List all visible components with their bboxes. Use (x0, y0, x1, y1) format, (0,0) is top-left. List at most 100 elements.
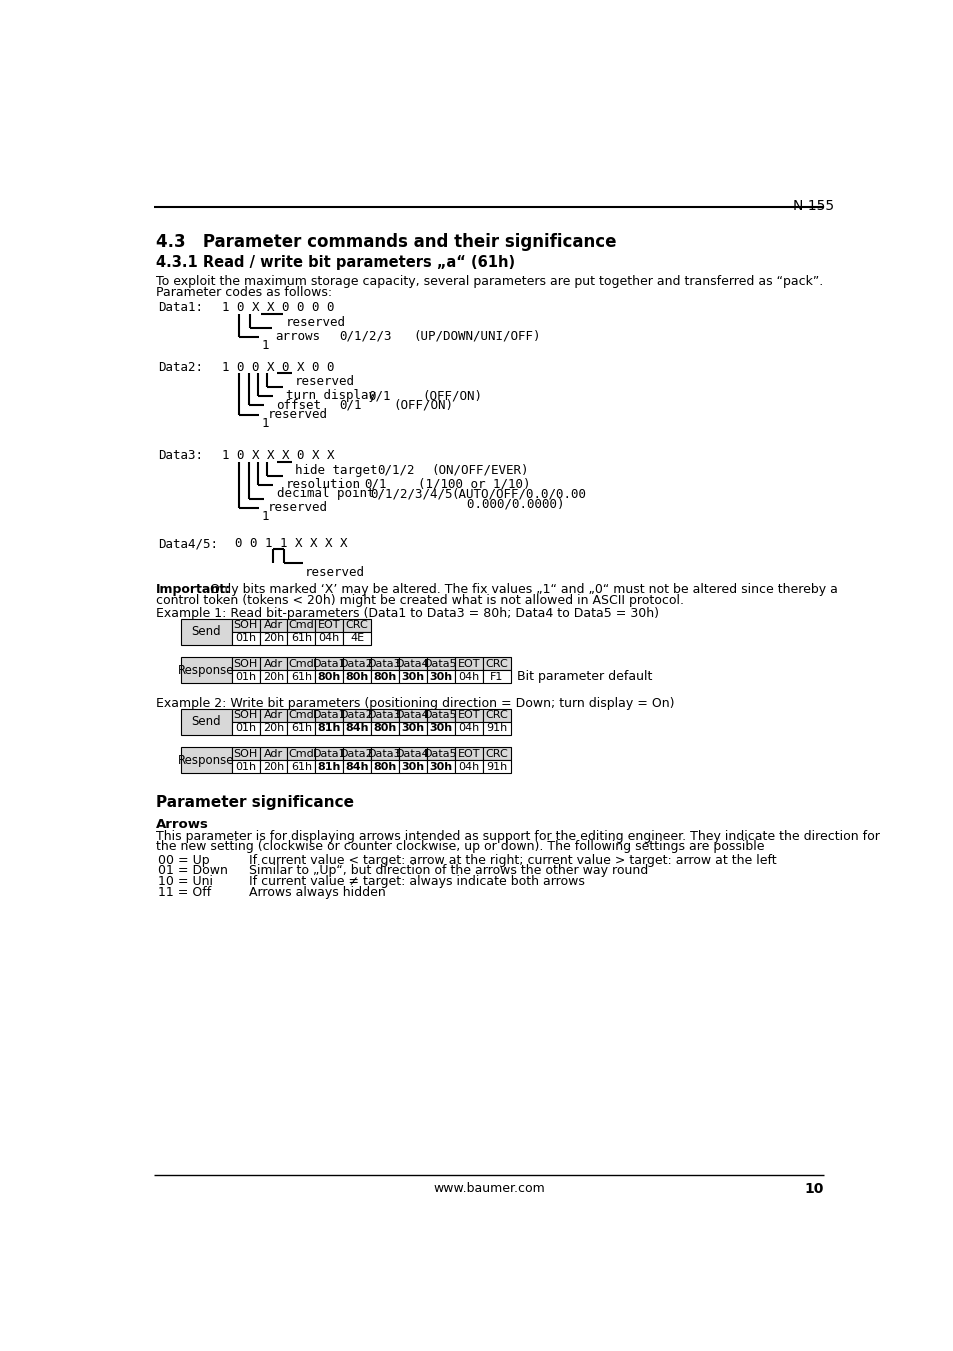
Text: Example 2: Write bit parameters (positioning direction = Down; turn display = On: Example 2: Write bit parameters (positio… (155, 697, 674, 711)
Text: the new setting (clockwise or counter clockwise, up or down). The following sett: the new setting (clockwise or counter cl… (155, 840, 763, 852)
Bar (259, 619, 287, 632)
Bar (482, 761, 510, 774)
Bar (398, 747, 427, 761)
Bar (455, 721, 482, 735)
Bar (482, 747, 510, 761)
Text: (1/100 or 1/10): (1/100 or 1/10) (418, 478, 530, 490)
Text: Data3: Data3 (368, 711, 401, 720)
Text: Data5: Data5 (424, 748, 457, 759)
Bar (427, 747, 455, 761)
Text: 84h: 84h (345, 762, 369, 771)
Text: resolution: resolution (286, 478, 360, 490)
Text: Cmd: Cmd (288, 620, 314, 631)
Text: 0/1: 0/1 (339, 399, 361, 412)
Bar (455, 709, 482, 721)
Bar (343, 747, 371, 761)
Bar (232, 709, 259, 721)
Text: 10 = Uni: 10 = Uni (158, 875, 213, 888)
Text: reserved: reserved (267, 501, 327, 513)
Bar (315, 670, 343, 684)
Text: (OFF/ON): (OFF/ON) (394, 399, 453, 412)
Text: 0/1/2/3: 0/1/2/3 (339, 330, 392, 343)
Bar (398, 721, 427, 735)
Bar (482, 670, 510, 684)
Text: 0.000/0.0000): 0.000/0.0000) (452, 497, 563, 511)
Text: 84h: 84h (345, 723, 369, 734)
Text: 20h: 20h (263, 634, 284, 643)
Text: If current value < target: arrow at the right; current value > target: arrow at : If current value < target: arrow at the … (249, 854, 777, 866)
Text: 11 = Off: 11 = Off (158, 886, 211, 898)
Bar (427, 761, 455, 774)
Text: Adr: Adr (264, 659, 283, 669)
Text: 01h: 01h (234, 634, 255, 643)
Text: Only bits marked ‘X’ may be altered. The fix values „1“ and „0“ must not be alte: Only bits marked ‘X’ may be altered. The… (206, 584, 837, 596)
Text: 4.3   Parameter commands and their significance: 4.3 Parameter commands and their signifi… (155, 232, 616, 251)
Text: 30h: 30h (401, 762, 424, 771)
Bar (259, 670, 287, 684)
Text: CRC: CRC (485, 748, 508, 759)
Bar (232, 657, 259, 670)
Bar (343, 619, 371, 632)
Text: SOH: SOH (233, 620, 257, 631)
Bar (287, 709, 315, 721)
Bar (181, 657, 232, 684)
Text: To exploit the maximum storage capacity, several parameters are put together and: To exploit the maximum storage capacity,… (155, 276, 822, 288)
Bar (343, 632, 371, 644)
Bar (455, 657, 482, 670)
Text: 0/1: 0/1 (368, 389, 390, 403)
Bar (287, 721, 315, 735)
Bar (315, 709, 343, 721)
Text: 61h: 61h (291, 634, 312, 643)
Text: Data4: Data4 (395, 711, 430, 720)
Text: 04h: 04h (457, 671, 479, 682)
Bar (455, 747, 482, 761)
Text: 30h: 30h (401, 671, 424, 682)
Bar (343, 657, 371, 670)
Bar (315, 632, 343, 644)
Text: EOT: EOT (317, 620, 340, 631)
Text: 04h: 04h (318, 634, 339, 643)
Text: Arrows: Arrows (155, 819, 209, 831)
Text: Cmd: Cmd (288, 748, 314, 759)
Text: Data3:: Data3: (158, 450, 203, 462)
Text: Data5: Data5 (424, 659, 457, 669)
Text: control token (tokens < 20h) might be created what is not allowed in ASCII proto: control token (tokens < 20h) might be cr… (155, 594, 683, 607)
Bar (232, 721, 259, 735)
Bar (371, 709, 398, 721)
Text: EOT: EOT (457, 711, 479, 720)
Text: Data2: Data2 (340, 711, 374, 720)
Text: 61h: 61h (291, 671, 312, 682)
Text: 91h: 91h (485, 762, 507, 771)
Text: reserved: reserved (286, 316, 346, 330)
Bar (427, 709, 455, 721)
Text: Important:: Important: (155, 584, 231, 596)
Text: 80h: 80h (373, 671, 396, 682)
Text: 0/1/2/3/4/5: 0/1/2/3/4/5 (370, 488, 453, 500)
Text: Data2: Data2 (340, 748, 374, 759)
Text: Parameter significance: Parameter significance (155, 794, 354, 811)
Bar (315, 657, 343, 670)
Text: 20h: 20h (263, 762, 284, 771)
Text: EOT: EOT (457, 659, 479, 669)
Text: Send: Send (192, 626, 221, 638)
Bar (259, 761, 287, 774)
Text: (UP/DOWN/UNI/OFF): (UP/DOWN/UNI/OFF) (413, 330, 540, 343)
Bar (232, 619, 259, 632)
Bar (398, 657, 427, 670)
Text: SOH: SOH (233, 659, 257, 669)
Text: 91h: 91h (485, 723, 507, 734)
Bar (371, 747, 398, 761)
Text: Data2: Data2 (340, 659, 374, 669)
Bar (315, 721, 343, 735)
Text: Data3: Data3 (368, 659, 401, 669)
Text: SOH: SOH (233, 748, 257, 759)
Text: arrows: arrows (274, 330, 319, 343)
Text: hide target: hide target (294, 463, 377, 477)
Text: 1 0 X X X 0 X X: 1 0 X X X 0 X X (221, 450, 334, 462)
Text: 04h: 04h (457, 723, 479, 734)
Bar (343, 670, 371, 684)
Text: 1: 1 (261, 511, 269, 523)
Text: 01h: 01h (234, 671, 255, 682)
Bar (232, 632, 259, 644)
Text: Data1: Data1 (313, 711, 346, 720)
